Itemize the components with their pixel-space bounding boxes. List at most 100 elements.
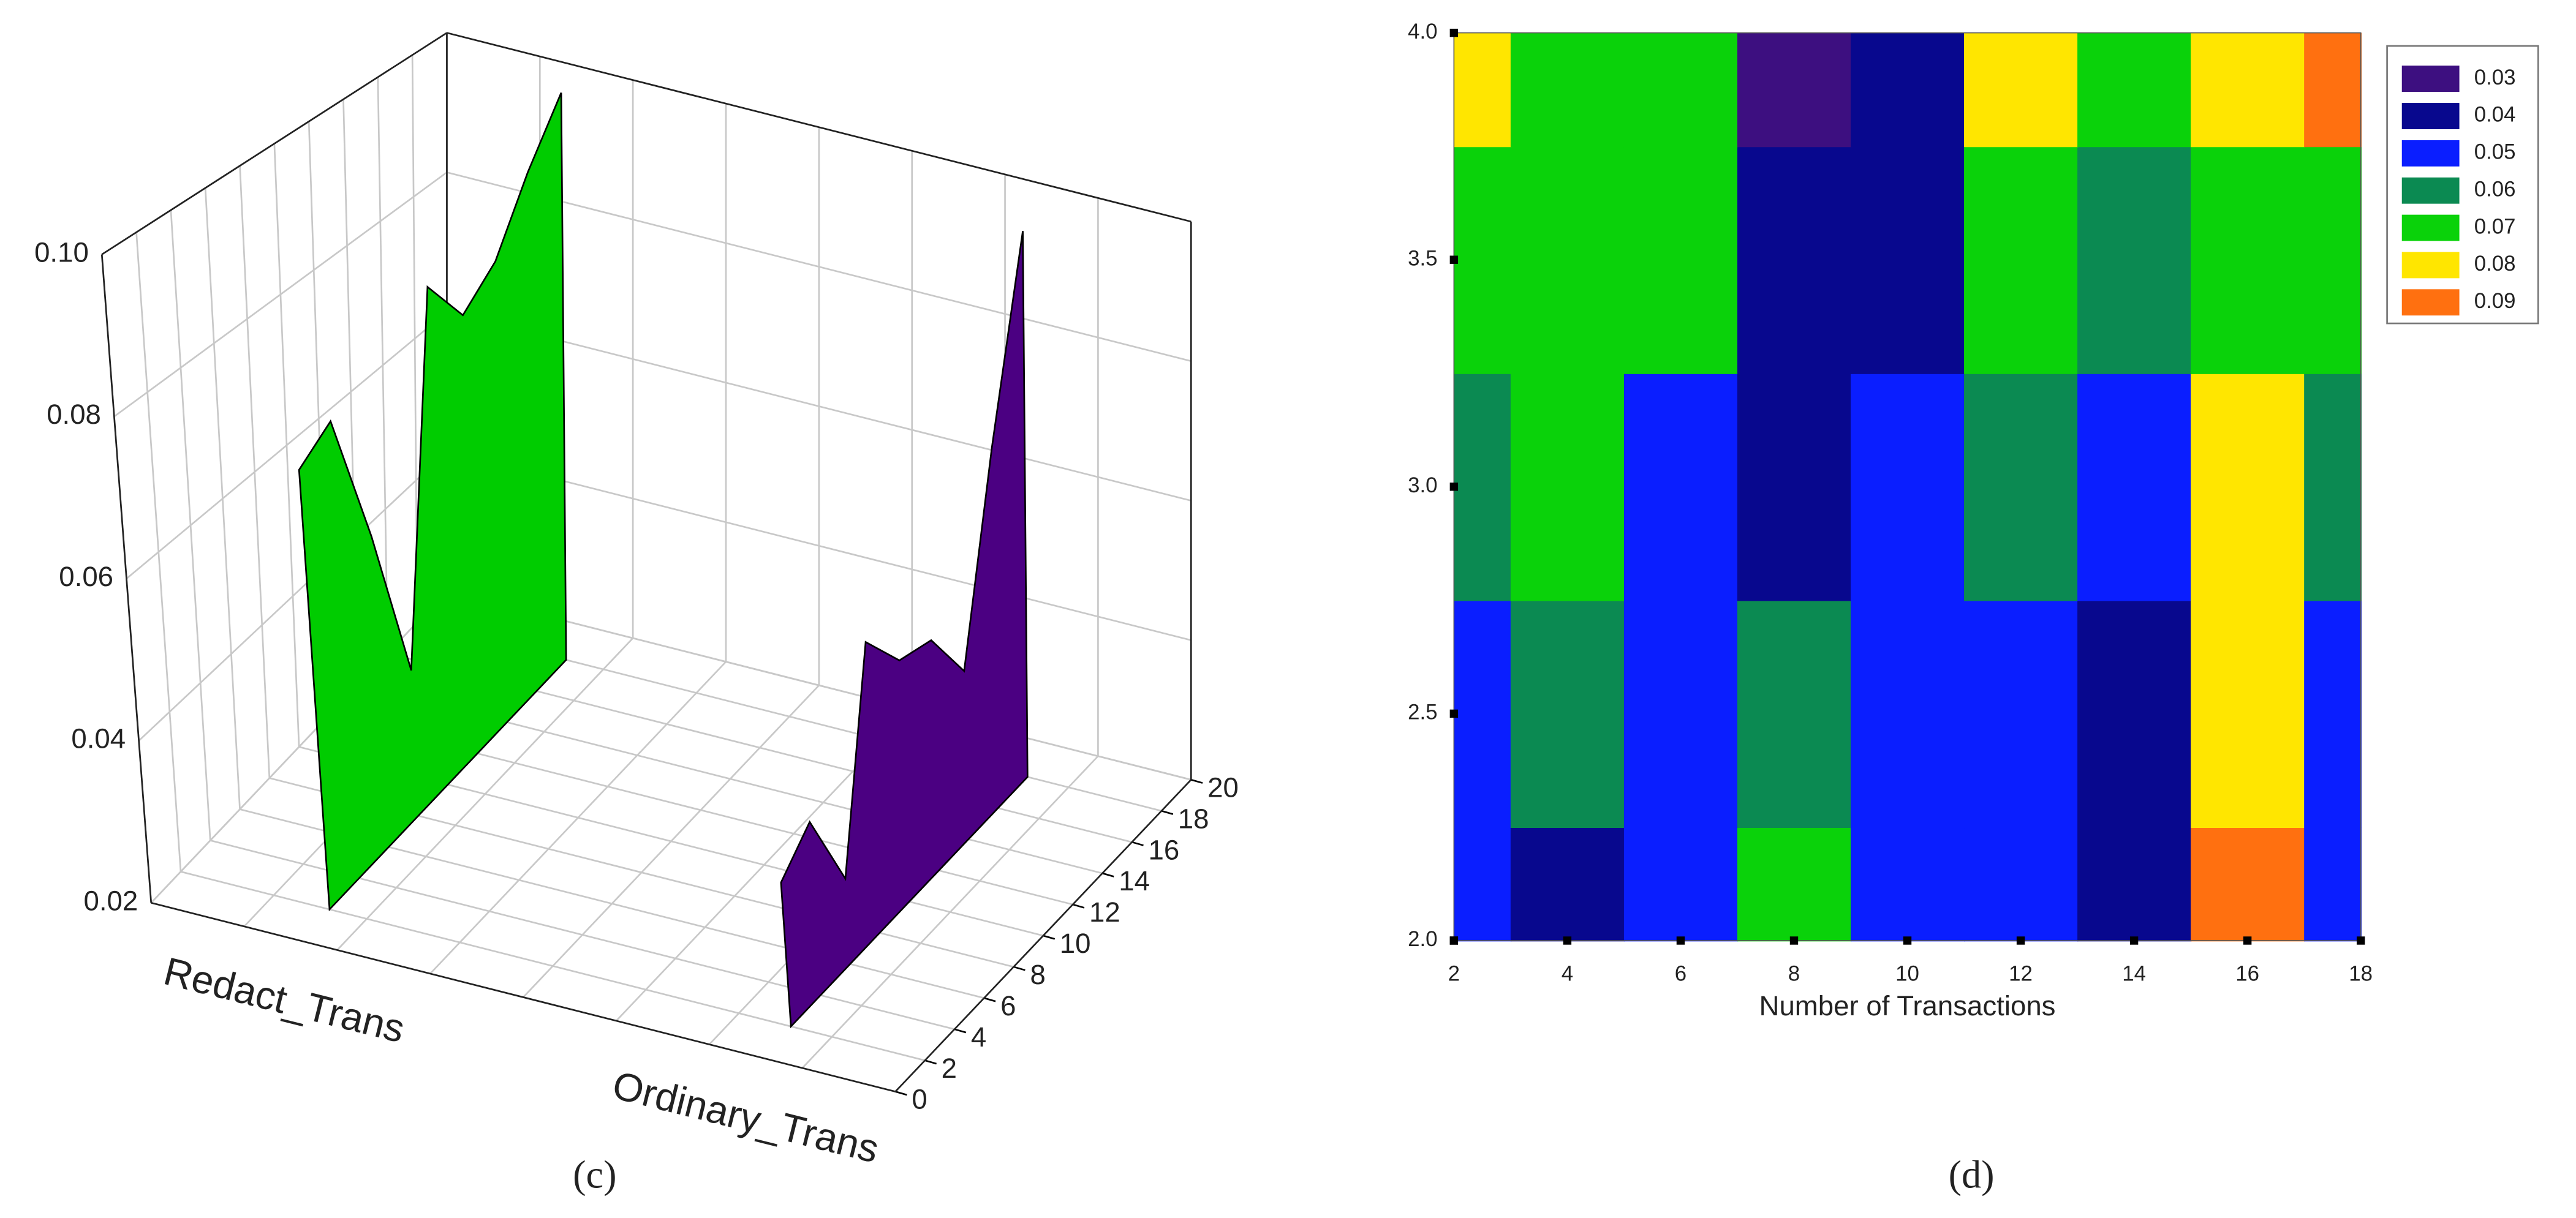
grid-line	[239, 165, 271, 778]
grid-line	[411, 55, 418, 622]
legend-swatch	[2401, 177, 2460, 204]
tick-mark	[954, 1028, 967, 1034]
z-tick-label: 0.04	[71, 723, 126, 754]
contour-cell	[1623, 827, 1739, 942]
depth-tick-label: 8	[1030, 959, 1045, 990]
contour-cell	[1851, 373, 1965, 601]
legend-swatch	[2401, 140, 2460, 167]
depth-tick-label: 16	[1149, 834, 1180, 865]
legend-label: 0.08	[2474, 252, 2516, 276]
contour-cell	[2304, 600, 2362, 829]
contour-cell	[2191, 600, 2305, 829]
tick-mark	[1043, 934, 1056, 940]
depth-tick-label: 6	[1000, 990, 1016, 1021]
tick-mark	[2356, 936, 2365, 945]
tick-mark	[1449, 483, 1459, 491]
tick-mark	[2129, 936, 2139, 945]
grid-line	[204, 187, 241, 810]
contour-cell	[1737, 373, 1852, 601]
depth-tick-label: 14	[1119, 865, 1150, 897]
axis-line	[151, 902, 896, 1092]
contour-cell	[1964, 600, 2079, 829]
z-tick-label: 0.06	[59, 561, 113, 592]
depth-tick-label: 12	[1089, 897, 1120, 928]
x-tick-label: 14	[2122, 961, 2146, 985]
x-tick-label: 8	[1788, 961, 1800, 985]
depth-tick-label: 2	[942, 1053, 957, 1084]
contour-cell	[1737, 827, 1852, 942]
tick-mark	[984, 997, 996, 1002]
x-tick-label: 10	[1895, 961, 1919, 985]
contour-cell	[1964, 32, 2079, 148]
z-tick-label: 0.02	[84, 885, 138, 916]
axis-line	[101, 32, 448, 255]
tick-mark	[1449, 936, 1459, 945]
contour-cell	[1510, 600, 1625, 829]
category-label: Ordinary_Trans	[608, 1062, 883, 1171]
tick-mark	[1102, 872, 1114, 878]
tick-mark	[2243, 936, 2252, 945]
grid-line	[447, 450, 1192, 641]
x-tick-label: 6	[1675, 961, 1686, 985]
contour-cell	[1623, 373, 1739, 601]
legend-label: 0.04	[2474, 103, 2516, 127]
contour-cell	[2304, 146, 2362, 374]
contour-cell	[1623, 600, 1739, 829]
contour-cell	[1454, 827, 1512, 942]
tick-mark	[1789, 936, 1799, 945]
x-tick-label: 12	[2009, 961, 2033, 985]
tick-mark	[1190, 778, 1203, 784]
contour-cell	[1623, 32, 1739, 148]
tick-mark	[1072, 903, 1085, 909]
grid-line	[170, 210, 211, 841]
contour-cell	[1737, 32, 1852, 148]
legend-label: 0.09	[2474, 289, 2516, 313]
caption: (d)	[1949, 1152, 1995, 1196]
depth-tick-label: 10	[1060, 928, 1091, 959]
contour-cell	[2077, 600, 2192, 829]
contour-cell	[2077, 373, 2192, 601]
y-tick-label: 3.5	[1408, 246, 1437, 270]
axis-line	[100, 254, 153, 903]
contour-cell	[2077, 32, 2192, 148]
legend-label: 0.07	[2474, 214, 2516, 238]
tick-mark	[1449, 709, 1459, 718]
contour-cell	[1510, 32, 1625, 148]
y-tick-label: 2.5	[1408, 701, 1437, 724]
x-axis-title: Number of Transactions	[1759, 990, 2056, 1021]
contour-cell	[1964, 373, 2079, 601]
grid-line	[447, 171, 1192, 363]
legend-swatch	[2401, 289, 2460, 316]
grid-line	[447, 590, 1192, 781]
y-tick-label: 2.0	[1408, 927, 1437, 951]
tick-mark	[1449, 28, 1459, 37]
grid-line	[447, 311, 1192, 502]
contour-cell	[1737, 146, 1852, 374]
contour-cell	[1454, 32, 1512, 148]
depth-tick-label: 18	[1178, 803, 1209, 834]
contour-cell	[1454, 373, 1512, 601]
grid-line	[377, 77, 389, 653]
contour-cell	[1454, 146, 1512, 374]
depth-tick-label: 4	[971, 1021, 986, 1053]
contour-cell	[1851, 32, 1965, 148]
axis-line	[894, 779, 1192, 1092]
legend-label: 0.03	[2474, 66, 2516, 89]
contour-cell	[1510, 373, 1625, 601]
contour-cell	[2191, 827, 2305, 942]
ribbon	[780, 231, 1029, 1029]
contour-cell	[1851, 146, 1965, 374]
legend-label: 0.05	[2474, 140, 2516, 164]
z-tick-label: 0.08	[47, 399, 101, 430]
tick-mark	[1013, 966, 1025, 971]
axis-line	[447, 32, 1192, 223]
tick-mark	[1131, 841, 1144, 846]
contour-cell	[2191, 32, 2305, 148]
legend-swatch	[2401, 103, 2460, 129]
contour-cell	[1510, 827, 1625, 942]
tick-mark	[1676, 936, 1685, 945]
contour-cell	[1454, 600, 1512, 829]
contour-cell	[2304, 32, 2362, 148]
legend-swatch	[2401, 214, 2460, 241]
